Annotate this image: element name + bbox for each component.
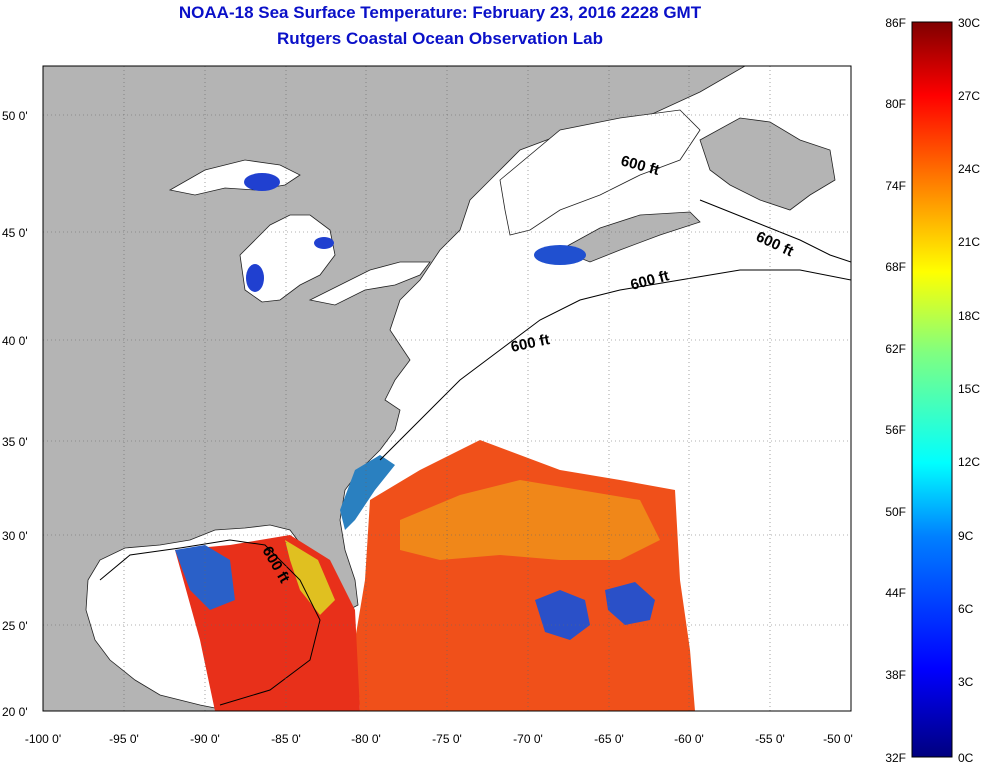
colorbar-c-label: 21C [958, 235, 980, 249]
lat-label: 20 0' [2, 705, 28, 719]
colorbar-f-labels: 86F 80F 74F 68F 62F 56F 50F 44F 38F 32F [885, 16, 906, 765]
colorbar-f-label: 74F [885, 179, 906, 193]
lon-label: -95 0' [109, 732, 139, 746]
contour-600ft-newfoundland [699, 199, 851, 263]
lat-label: 50 0' [2, 109, 28, 123]
colorbar-c-label: 24C [958, 162, 980, 176]
contour-600ft-gulf [99, 539, 321, 706]
lat-axis: 50 0' 45 0' 40 0' 35 0' 30 0' 25 0' 20 0… [2, 109, 28, 719]
lon-label: -90 0' [190, 732, 220, 746]
map-border [42, 65, 852, 712]
lon-label: -100 0' [25, 732, 61, 746]
lake-huron-sst [314, 237, 334, 249]
colorbar-f-label: 68F [885, 260, 906, 274]
lat-label: 35 0' [2, 435, 28, 449]
colorbar-f-label: 56F [885, 423, 906, 437]
colorbar-c-label: 9C [958, 529, 974, 543]
lon-axis: -100 0' -95 0' -90 0' -85 0' -80 0' -75 … [25, 732, 853, 746]
colorbar-c-label: 12C [958, 455, 980, 469]
sst-swath-warm-core [400, 480, 660, 560]
lon-label: -50 0' [823, 732, 853, 746]
sst-cold-west-florida-shelf [175, 545, 235, 610]
colorbar-f-label: 86F [885, 16, 906, 30]
lake-erie-ontario [308, 261, 431, 306]
colorbar-c-label: 27C [958, 89, 980, 103]
map-title: NOAA-18 Sea Surface Temperature: Februar… [178, 3, 702, 22]
land-newfoundland [699, 117, 836, 211]
lat-label: 30 0' [2, 529, 28, 543]
sst-yellow-florida-shelf [285, 540, 335, 615]
sst-cold-eddy-1 [535, 590, 590, 640]
colorbar-f-label: 38F [885, 668, 906, 682]
colorbar-c-label: 30C [958, 16, 980, 30]
colorbar-f-label: 32F [885, 751, 906, 765]
lat-label: 45 0' [2, 226, 28, 240]
lake-michigan-sst [246, 264, 264, 292]
lat-label: 25 0' [2, 619, 28, 633]
colorbar [911, 21, 953, 758]
colorbar-f-label: 80F [885, 97, 906, 111]
colorbar-c-label: 15C [958, 382, 980, 396]
lon-label: -80 0' [351, 732, 381, 746]
land-nova-scotia [559, 211, 701, 263]
sst-coastal-cold-band [340, 455, 395, 530]
gulf-maine-sst [534, 245, 586, 265]
colorbar-c-label: 3C [958, 675, 974, 689]
lon-label: -70 0' [513, 732, 543, 746]
lon-label: -65 0' [594, 732, 624, 746]
colorbar-f-label: 44F [885, 586, 906, 600]
graticule [43, 66, 851, 711]
contour-600ft-north [379, 269, 851, 461]
lon-label: -60 0' [674, 732, 704, 746]
lon-label: -55 0' [755, 732, 785, 746]
map-subtitle: Rutgers Coastal Ocean Observation Lab [277, 29, 603, 48]
lon-label: -75 0' [432, 732, 462, 746]
sst-cold-eddy-2 [605, 582, 655, 625]
land-north-america [43, 66, 746, 711]
water-st-lawrence [499, 109, 701, 236]
lake-superior-sst [244, 173, 280, 191]
lon-label: -85 0' [271, 732, 301, 746]
colorbar-f-label: 62F [885, 342, 906, 356]
lat-label: 40 0' [2, 334, 28, 348]
colorbar-f-label: 50F [885, 505, 906, 519]
colorbar-c-label: 6C [958, 602, 974, 616]
colorbar-c-label: 0C [958, 751, 974, 765]
colorbar-c-labels: 30C 27C 24C 21C 18C 15C 12C 9C 6C 3C 0C [958, 16, 980, 765]
colorbar-c-label: 18C [958, 309, 980, 323]
